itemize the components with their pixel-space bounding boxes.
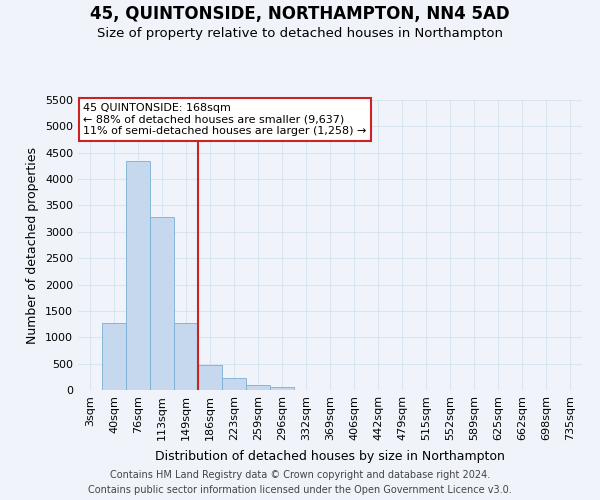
Bar [222,378,246,390]
Bar [198,364,222,390]
Text: 45 QUINTONSIDE: 168sqm
← 88% of detached houses are smaller (9,637)
11% of semi-: 45 QUINTONSIDE: 168sqm ← 88% of detached… [83,103,367,136]
Y-axis label: Number of detached properties: Number of detached properties [26,146,40,344]
Text: Size of property relative to detached houses in Northampton: Size of property relative to detached ho… [97,28,503,40]
Bar [126,160,150,390]
Text: Distribution of detached houses by size in Northampton: Distribution of detached houses by size … [155,450,505,463]
Bar [246,384,270,390]
Bar [174,322,198,390]
Bar [102,322,126,390]
Text: Contains public sector information licensed under the Open Government Licence v3: Contains public sector information licen… [88,485,512,495]
Text: Contains HM Land Registry data © Crown copyright and database right 2024.: Contains HM Land Registry data © Crown c… [110,470,490,480]
Bar [270,387,294,390]
Bar [150,217,174,390]
Text: 45, QUINTONSIDE, NORTHAMPTON, NN4 5AD: 45, QUINTONSIDE, NORTHAMPTON, NN4 5AD [90,5,510,23]
